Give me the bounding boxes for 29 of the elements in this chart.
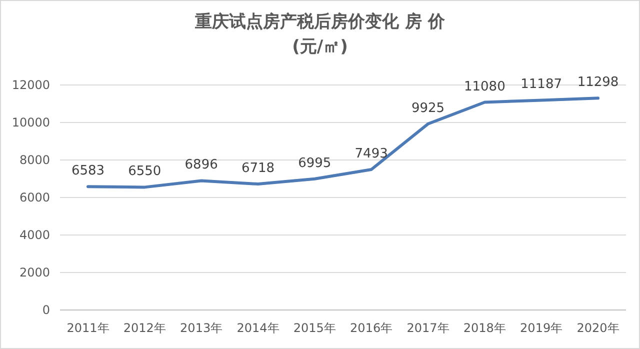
data-label: 11298	[577, 75, 619, 90]
y-tick-label: 10000	[12, 116, 50, 130]
x-tick-label: 2020年	[576, 321, 620, 335]
chart-subtitle: (元/㎡)	[292, 37, 348, 57]
data-label: 6550	[128, 164, 162, 180]
x-tick-label: 2015年	[293, 321, 336, 335]
x-tick-label: 2011年	[66, 321, 110, 335]
data-label: 6583	[71, 164, 105, 179]
y-tick-label: 0	[42, 303, 50, 318]
x-tick-label: 2019年	[520, 321, 563, 335]
y-tick-label: 12000	[12, 78, 50, 92]
x-tick-label: 2014年	[236, 321, 280, 335]
data-label: 9925	[411, 100, 445, 116]
data-label: 6718	[241, 161, 275, 176]
y-tick-label: 2000	[19, 266, 50, 280]
x-tick-label: 2016年	[350, 321, 393, 335]
x-tick-label: 2012年	[123, 321, 166, 335]
chart-title: 重庆试点房产税后房价变化 房 价	[194, 12, 446, 32]
y-tick-label: 4000	[19, 228, 50, 242]
y-tick-label: 8000	[19, 153, 50, 168]
x-tick-label: 2017年	[406, 321, 450, 335]
data-label: 7493	[354, 146, 388, 162]
x-tick-label: 2018年	[463, 321, 506, 335]
x-tick-label: 2013年	[180, 321, 223, 335]
data-label: 11080	[464, 79, 506, 94]
data-label: 6896	[184, 158, 218, 173]
data-label: 6995	[298, 156, 332, 171]
y-tick-label: 6000	[19, 190, 50, 205]
data-label: 11187	[520, 77, 562, 92]
